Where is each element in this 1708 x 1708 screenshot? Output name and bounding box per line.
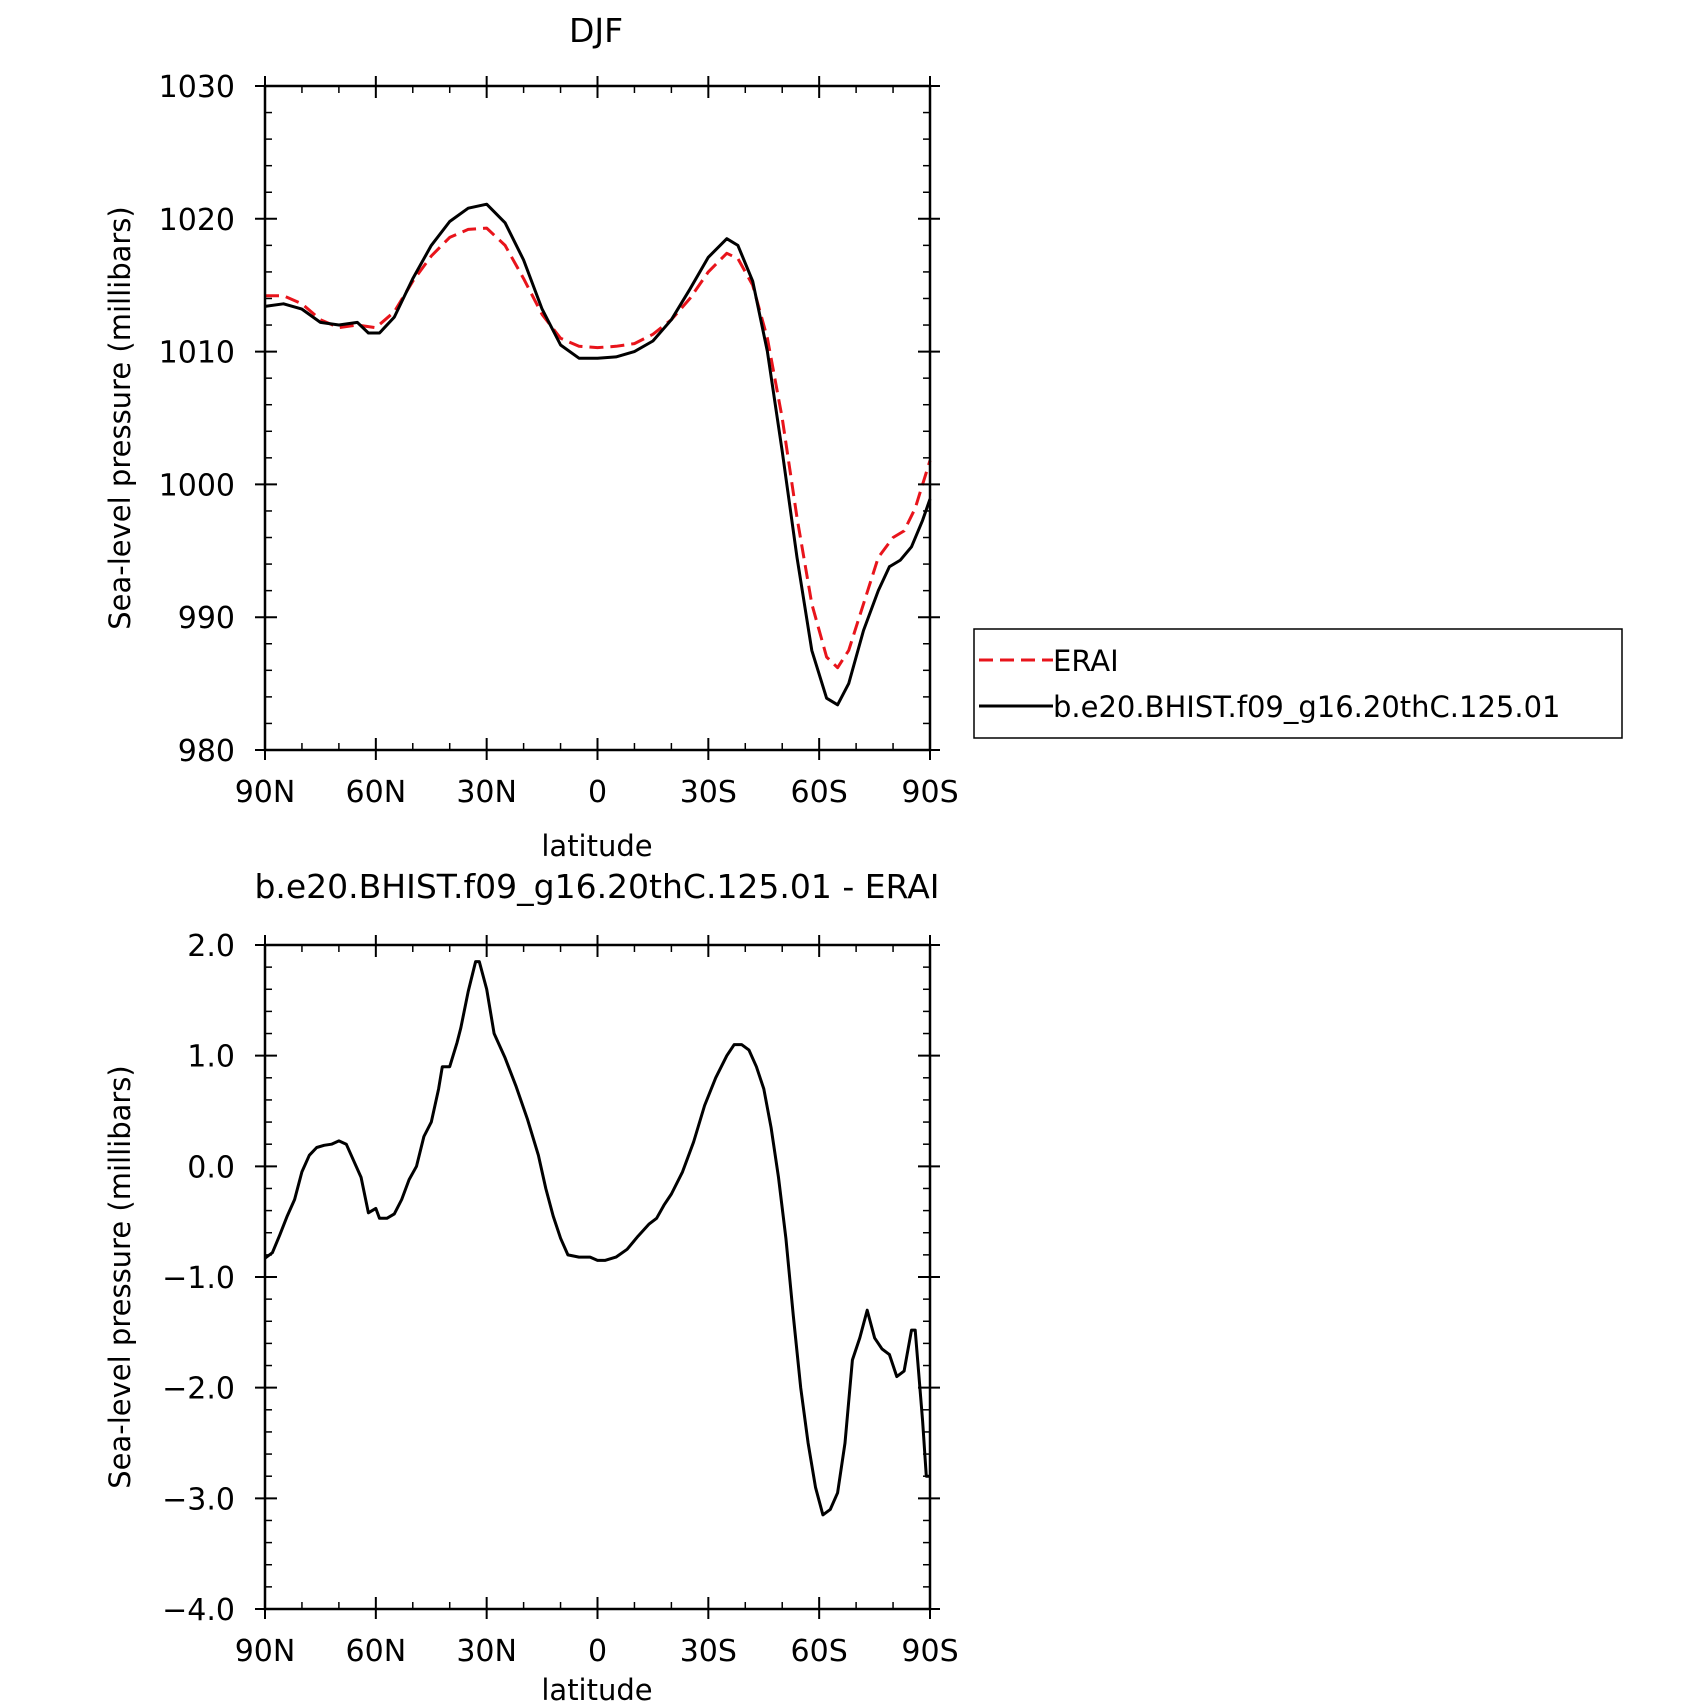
x-tick-label: 60N <box>346 1634 407 1669</box>
y-tick-label: −1.0 <box>162 1261 235 1296</box>
x-tick-label: 90S <box>901 775 958 810</box>
series-layer <box>264 202 932 707</box>
x-tick-label: 30S <box>680 775 737 810</box>
x-tick-label: 30N <box>456 1634 517 1669</box>
legend-box <box>973 628 1623 739</box>
y-tick-label: 1.0 <box>187 1040 235 1075</box>
djf-slp-panel: DJF 90N 60N 30N 0 30S 60S 90S 980 990 1000 1010 10… <box>103 11 1623 863</box>
x-tick-label: 30N <box>456 775 517 810</box>
series-layer <box>264 960 930 1517</box>
legend: ERAI b.e20.BHIST.f09_g16.20thC.125.01 <box>973 628 1623 739</box>
chart-title: b.e20.BHIST.f09_g16.20thC.125.01 - ERAI <box>254 867 939 906</box>
y-tick-label: 1010 <box>159 336 235 371</box>
y-tick-label: 1020 <box>159 203 235 238</box>
difference-panel: b.e20.BHIST.f09_g16.20thC.125.01 - ERAI … <box>103 867 959 1707</box>
y-tick-label: 990 <box>178 601 235 636</box>
series-line-0 <box>264 960 930 1517</box>
series-line-1 <box>264 202 932 707</box>
plot-area <box>255 76 940 760</box>
x-tick-label: 0 <box>588 775 607 810</box>
x-tick-label: 60N <box>346 775 407 810</box>
x-axis-label: latitude <box>541 1673 652 1707</box>
series-line-0 <box>265 226 932 670</box>
x-tick-label: 90N <box>235 1634 296 1669</box>
x-tick-label: 90N <box>235 775 296 810</box>
y-tick-label: 0.0 <box>187 1150 235 1185</box>
y-tick-label: 980 <box>178 734 235 769</box>
x-tick-label: 0 <box>588 1634 607 1669</box>
axis-ticks <box>255 935 940 1619</box>
y-tick-label: 1000 <box>159 468 235 503</box>
legend-entry-model: b.e20.BHIST.f09_g16.20thC.125.01 <box>1053 690 1560 724</box>
y-tick-label: −2.0 <box>162 1372 235 1407</box>
x-tick-label: 60S <box>791 775 848 810</box>
y-axis-label: Sea-level pressure (millibars) <box>103 206 137 629</box>
y-tick-label: −4.0 <box>162 1593 235 1628</box>
x-tick-labels: 90N 60N 30N 0 30S 60S 90S <box>235 1634 959 1669</box>
y-tick-labels: −4.0 −3.0 −2.0 −1.0 0.0 1.0 2.0 <box>162 929 235 1628</box>
x-tick-label: 30S <box>680 1634 737 1669</box>
y-axis-label: Sea-level pressure (millibars) <box>103 1065 137 1488</box>
x-tick-label: 90S <box>901 1634 958 1669</box>
plot-area <box>255 935 940 1619</box>
x-tick-label: 60S <box>791 1634 848 1669</box>
axis-ticks <box>255 76 940 760</box>
plot-frame <box>263 84 932 752</box>
y-tick-label: 1030 <box>159 70 235 105</box>
chart-title: DJF <box>569 11 623 50</box>
legend-entry-erai: ERAI <box>1053 644 1119 678</box>
y-tick-labels: 980 990 1000 1010 1020 1030 <box>159 70 235 769</box>
y-tick-label: −3.0 <box>162 1482 235 1517</box>
x-tick-labels: 90N 60N 30N 0 30S 60S 90S <box>235 775 959 810</box>
x-axis-label: latitude <box>541 829 652 863</box>
y-tick-label: 2.0 <box>187 929 235 964</box>
